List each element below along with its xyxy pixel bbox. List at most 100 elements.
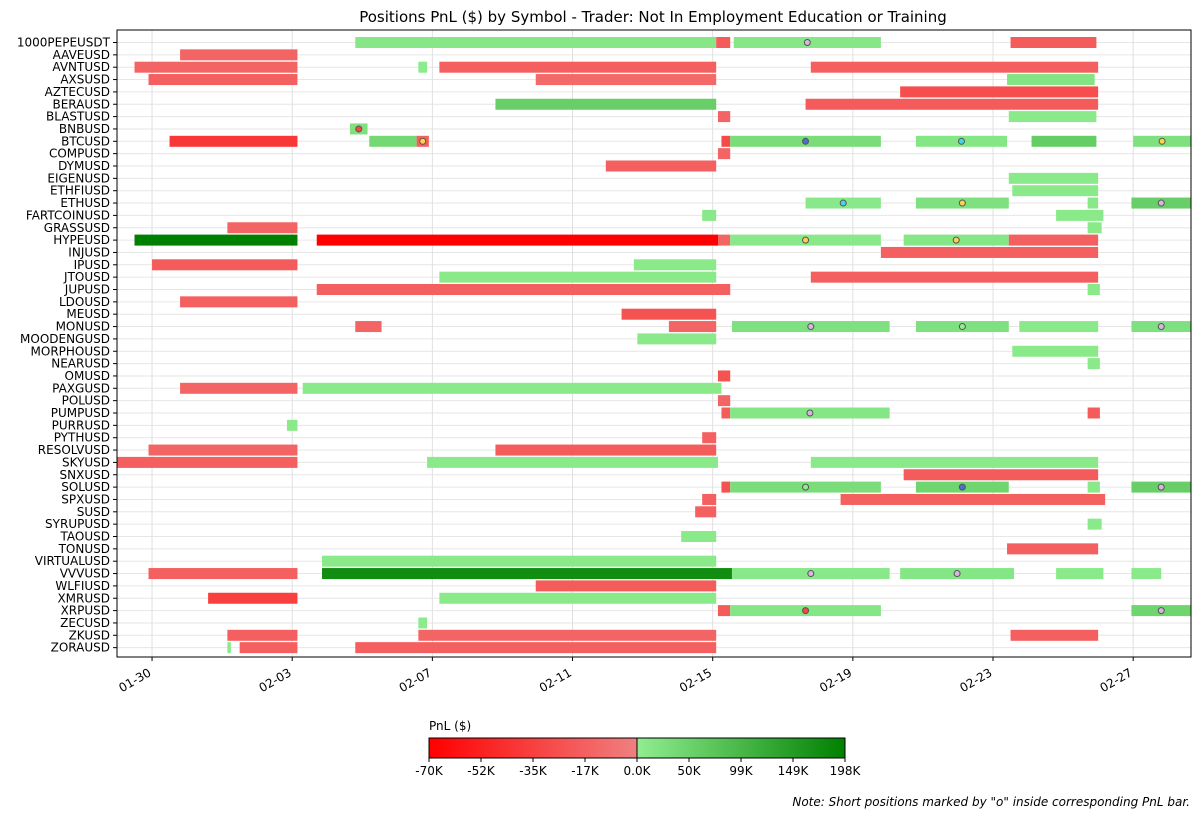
pnl-bar <box>169 135 298 147</box>
pnl-bar <box>810 456 1099 468</box>
pnl-bar <box>903 469 1099 481</box>
short-position-marker <box>802 137 810 145</box>
colorbar-tick-label: -70K <box>415 764 444 778</box>
y-tick-label: FARTCOINUSD <box>26 208 110 222</box>
plot-frame <box>116 29 1192 658</box>
pnl-bar <box>1087 222 1102 234</box>
y-tick-label: NEARUSD <box>51 357 110 371</box>
y-tick-label: JUPUSD <box>64 283 110 297</box>
y-tick-label: SOLUSD <box>61 480 110 494</box>
pnl-bar <box>1087 358 1100 370</box>
short-position-marker <box>355 125 363 133</box>
y-tick-label: WLFIUSD <box>55 579 110 593</box>
pnl-bar <box>605 160 717 172</box>
pnl-bar <box>880 246 1099 258</box>
pnl-bar <box>286 419 298 431</box>
pnl-bar <box>702 209 717 221</box>
pnl-bar <box>1007 543 1099 555</box>
pnl-bar <box>702 493 717 505</box>
pnl-bar <box>180 382 298 394</box>
colorbar: PnL ($) -70K -52K -35K -17K 0.0K 50K 99K 149K 19… <box>415 719 861 778</box>
pnl-bar <box>1056 209 1104 221</box>
pnl-bar <box>134 234 298 246</box>
pnl-bar <box>355 321 382 333</box>
pnl-bar <box>717 370 731 382</box>
short-position-marker <box>958 199 966 207</box>
pnl-bar <box>148 444 298 456</box>
short-position-marker <box>802 607 810 615</box>
pnl-bar <box>227 222 298 234</box>
short-position-marker <box>1157 199 1165 207</box>
y-tick-label: ETHFIUSD <box>50 184 110 198</box>
short-position-marker <box>839 199 847 207</box>
pnl-bar <box>117 456 298 468</box>
y-tick-label: OMUSD <box>65 369 110 383</box>
y-tick-label: SPXUSD <box>61 492 110 506</box>
pnl-bar <box>495 444 717 456</box>
pnl-bar <box>321 568 732 580</box>
y-tick-label: TONUSD <box>58 542 110 556</box>
pnl-bar <box>721 407 731 419</box>
pnl-bar <box>208 592 298 604</box>
short-position-marker <box>957 137 965 145</box>
y-tick-label: MEUSD <box>66 307 110 321</box>
pnl-bar <box>1031 135 1097 147</box>
short-position-marker <box>1158 137 1166 145</box>
y-tick-label: VVVUSD <box>60 567 110 581</box>
short-position-marker <box>419 137 427 145</box>
y-tick-label: 1000PEPEUSDT <box>17 36 111 50</box>
pnl-bar <box>1007 74 1095 86</box>
short-position-marker <box>806 409 814 417</box>
y-tick-label: ZKUSD <box>69 628 110 642</box>
y-tick-label: DYMUSD <box>58 159 110 173</box>
y-tick-label: AZTECUSD <box>45 85 110 99</box>
y-tick-label: ETHUSD <box>60 196 110 210</box>
pnl-bar <box>418 629 717 641</box>
pnl-bar <box>717 111 731 123</box>
pnl-bar <box>535 580 717 592</box>
y-tick-label: IPUSD <box>74 258 110 272</box>
colorbar-tick-label: -35K <box>519 764 548 778</box>
x-axis: 01-30 02-03 02-07 02-11 02-15 02-19 02-23 02-27 <box>116 657 1135 695</box>
pnl-bar <box>840 493 1106 505</box>
y-tick-label: VIRTUALUSD <box>35 554 110 568</box>
pnl-bar <box>148 74 298 86</box>
pnl-bar <box>1087 197 1099 209</box>
y-axis: 1000PEPEUSDTAAVEUSDAVNTUSDAXSUSDAZTECUSD… <box>17 36 117 655</box>
pnl-bar <box>1010 629 1099 641</box>
short-position-marker <box>807 323 815 331</box>
short-position-marker <box>803 39 811 46</box>
pnl-bar <box>227 629 298 641</box>
y-tick-label: PYTHUSD <box>54 431 110 445</box>
pnl-bar <box>439 61 717 73</box>
y-tick-label: SNXUSD <box>60 468 110 482</box>
pnl-bar <box>1012 185 1099 197</box>
pnl-bar <box>681 531 717 542</box>
y-tick-label: POLUSD <box>62 394 110 408</box>
y-tick-label: BLASTUSD <box>46 110 110 124</box>
colorbar-tick-label: 50K <box>677 764 701 778</box>
colorbar-tick-label: -52K <box>467 764 496 778</box>
colorbar-positive-segment <box>637 738 845 758</box>
x-tick-label: 02-27 <box>1097 665 1134 695</box>
pnl-bar <box>439 271 717 283</box>
y-tick-label: SYRUPUSD <box>45 517 110 531</box>
colorbar-tick-label: -17K <box>571 764 600 778</box>
y-tick-label: HYPEUSD <box>53 233 110 247</box>
short-marker-note: Note: Short positions marked by "o" insi… <box>792 795 1190 809</box>
pnl-bar <box>355 37 717 48</box>
pnl-bar <box>355 642 717 654</box>
pnl-bar <box>134 61 298 73</box>
pnl-bar <box>810 61 1099 73</box>
pnl-bar <box>1131 568 1162 580</box>
pnl-bar <box>302 382 722 394</box>
x-tick-label: 01-30 <box>116 665 153 695</box>
y-tick-label: MOODENGUSD <box>20 332 110 346</box>
x-tick-label: 02-23 <box>957 665 994 695</box>
x-tick-label: 02-07 <box>397 665 434 695</box>
pnl-bar <box>495 98 717 110</box>
pnl-bar <box>148 568 298 580</box>
short-position-marker <box>1157 483 1165 491</box>
y-tick-label: SUSD <box>77 505 110 519</box>
